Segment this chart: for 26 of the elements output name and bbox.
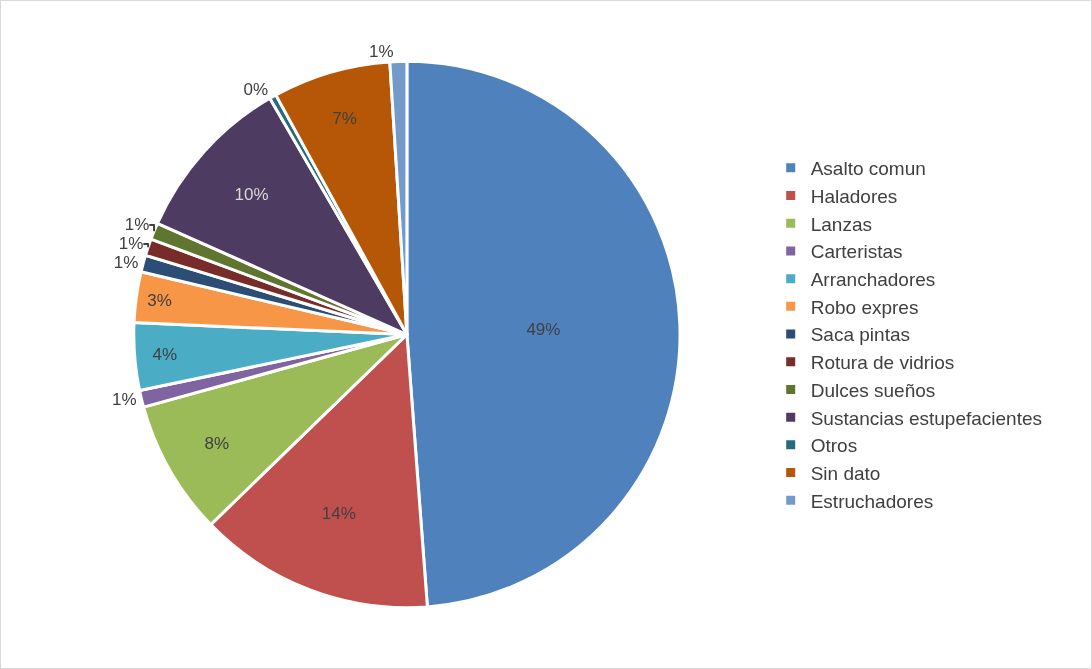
data-label: 1% <box>369 42 394 62</box>
data-label: 1% <box>118 234 144 254</box>
legend-label: Saca pintas <box>810 324 910 346</box>
data-label: 1% <box>124 215 150 235</box>
legend-label: Arranchadores <box>810 269 936 291</box>
legend-label: Sin dato <box>810 462 881 484</box>
legend-label: Rotura de vidrios <box>810 352 955 374</box>
legend-label: Carteristas <box>810 241 903 263</box>
legend-label: Sustancias estupefacientes <box>810 407 1043 429</box>
legend-label: Lanzas <box>810 213 872 235</box>
data-label: 8% <box>204 433 230 453</box>
data-label: 10% <box>234 185 269 205</box>
legend-label: Otros <box>810 435 858 457</box>
data-label: 7% <box>332 109 357 129</box>
data-label: 49% <box>526 319 561 339</box>
data-label: 3% <box>147 290 172 310</box>
legend-label: Asalto comun <box>810 158 926 180</box>
data-label: 0% <box>243 79 269 99</box>
data-label: 1% <box>113 253 139 273</box>
data-label: 1% <box>112 389 137 409</box>
legend-label: Dulces sueños <box>810 379 936 401</box>
legend-label: Robo expres <box>810 296 919 318</box>
legend-label: Haladores <box>810 185 898 207</box>
legend-label: Estruchadores <box>810 490 934 512</box>
data-label: 4% <box>152 344 178 364</box>
data-label: 14% <box>321 504 356 524</box>
